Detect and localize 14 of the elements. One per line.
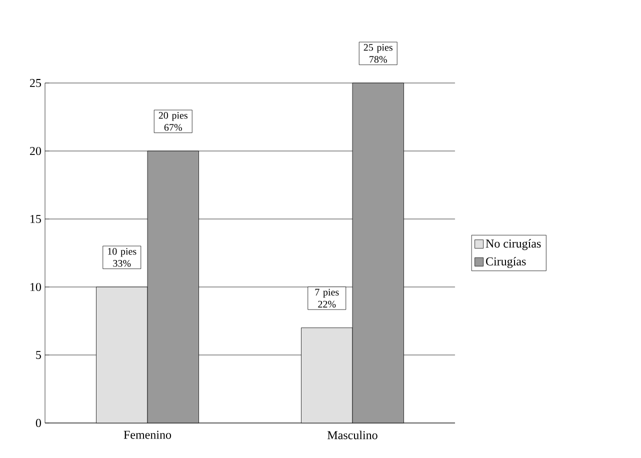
y-tick-label: 0 xyxy=(36,418,42,428)
x-tick-label: Femenino xyxy=(124,430,172,439)
y-tick-label: 10 xyxy=(30,282,42,292)
data-label: 10 pies 33% xyxy=(108,248,136,267)
x-tick-label: Masculino xyxy=(328,430,378,440)
y-tick-label: 5 xyxy=(36,351,42,359)
data-label: 25 pies 78% xyxy=(364,44,392,63)
data-label: 20 pies 67% xyxy=(158,112,188,131)
legend-label: Cirugías xyxy=(486,256,526,268)
y-tick-label: 25 xyxy=(30,78,42,88)
y-tick-label: 20 xyxy=(30,146,42,156)
legend-label: No cirugías xyxy=(486,239,541,250)
data-label: 7 pies 22% xyxy=(315,288,339,308)
y-tick-label: 15 xyxy=(30,214,42,224)
